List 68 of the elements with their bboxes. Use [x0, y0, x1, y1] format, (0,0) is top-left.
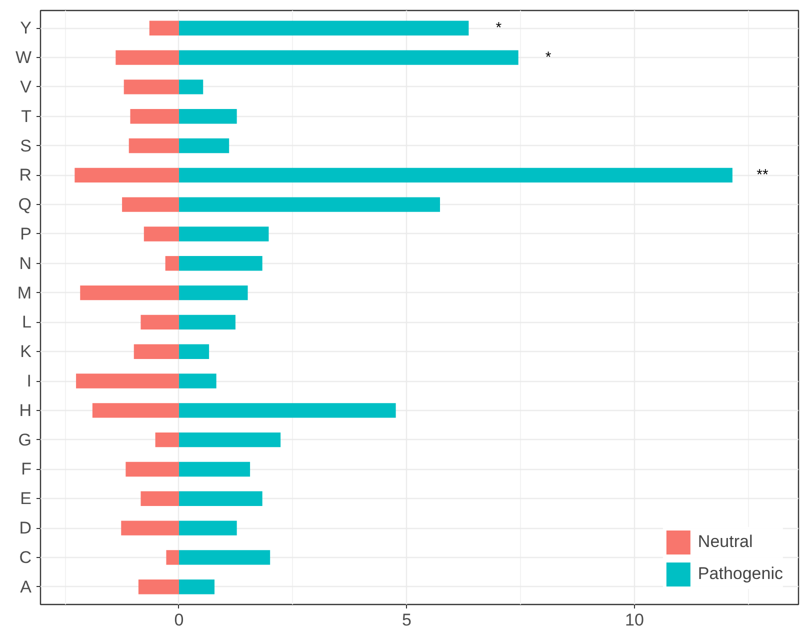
y-tick-label: I	[26, 372, 32, 391]
data-label: **	[756, 166, 768, 184]
bar	[178, 403, 396, 418]
y-tick-label: A	[20, 577, 32, 596]
bar	[178, 256, 262, 271]
bar	[116, 50, 179, 65]
y-tick-label: K	[20, 342, 32, 362]
bar	[149, 20, 179, 36]
bar	[178, 109, 237, 124]
data-label: *	[545, 49, 552, 66]
bar	[155, 432, 179, 448]
bar	[178, 80, 204, 94]
bar	[144, 226, 179, 242]
bar	[80, 285, 179, 300]
bar	[121, 520, 179, 536]
x-tick-label: 10	[625, 610, 644, 630]
bar	[178, 138, 230, 154]
bar	[130, 109, 179, 124]
y-tick-label: P	[20, 224, 32, 244]
bar	[122, 197, 179, 212]
y-tick-label: Y	[20, 18, 32, 38]
bar	[178, 50, 518, 65]
bar	[178, 520, 237, 536]
y-tick-label: G	[18, 430, 32, 450]
y-tick-label: R	[19, 166, 32, 185]
bar	[128, 138, 179, 154]
x-tick-label: 0	[174, 610, 184, 630]
bar	[178, 197, 440, 212]
bar	[178, 226, 269, 242]
y-tick-label: C	[19, 548, 32, 567]
bar	[74, 168, 179, 183]
y-tick-label: M	[17, 283, 32, 302]
bar	[178, 285, 248, 300]
bar	[140, 491, 179, 506]
bar	[76, 374, 179, 388]
y-tick-label: S	[20, 136, 32, 156]
legend-label: Pathogenic	[698, 564, 783, 584]
y-tick-label: L	[22, 312, 32, 332]
y-tick-label: T	[21, 106, 32, 126]
y-tick-label: Q	[18, 195, 32, 214]
bar	[178, 550, 270, 565]
bar	[138, 580, 179, 594]
bar	[134, 344, 179, 359]
y-tick-label: H	[19, 400, 32, 420]
bar	[165, 256, 179, 271]
y-tick-label: W	[15, 48, 32, 68]
bar	[178, 20, 469, 36]
bar	[178, 168, 732, 183]
bar	[92, 403, 179, 418]
bar	[126, 462, 179, 477]
bar	[178, 491, 262, 506]
bar	[166, 550, 179, 565]
y-tick-label: V	[20, 77, 32, 96]
bar	[178, 314, 236, 330]
y-tick-label: D	[19, 518, 32, 538]
bar	[124, 80, 179, 94]
x-tick-label: 5	[402, 610, 412, 630]
y-tick-label: E	[20, 489, 32, 508]
bar	[178, 580, 215, 594]
bar	[178, 432, 281, 448]
bar	[178, 374, 216, 388]
y-tick-label: F	[21, 460, 32, 479]
data-label: *	[496, 20, 502, 37]
bar	[140, 314, 179, 330]
bar	[178, 344, 210, 359]
bar	[178, 462, 250, 477]
legend-label: Neutral	[698, 532, 753, 552]
y-tick-label: N	[19, 254, 32, 273]
